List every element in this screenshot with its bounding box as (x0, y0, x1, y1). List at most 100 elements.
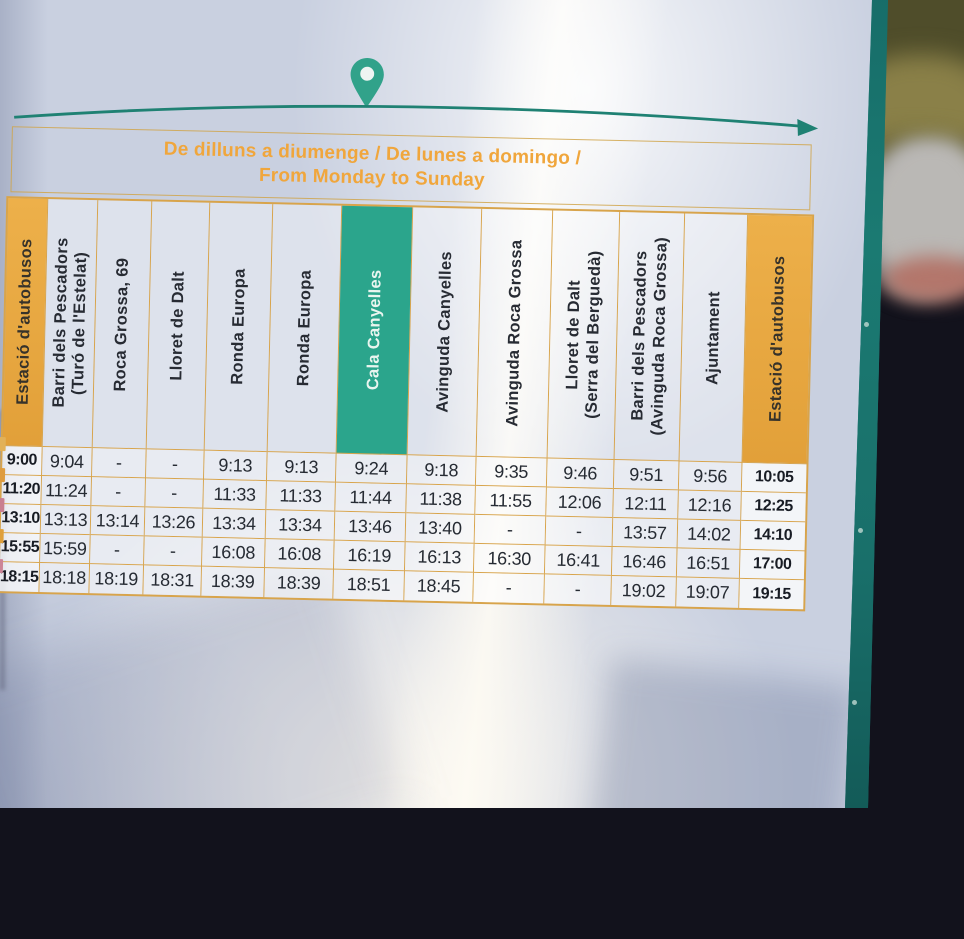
time-cell: 11:20 (1, 475, 42, 505)
screw-dot (852, 700, 857, 705)
time-cell: 16:30 (473, 543, 545, 575)
time-cell: 16:41 (544, 545, 612, 576)
timetable-column: Roca Grossa, 69- -13:14-18:19 (89, 200, 153, 595)
time-cell: - (92, 448, 146, 479)
time-cell: 18:39 (201, 566, 264, 598)
photo-of-bus-timetable-sign: { "sign": { "service_days_line1": "De di… (0, 0, 964, 808)
column-header: Estació d'autobusos (742, 214, 813, 465)
time-cell: 9:46 (546, 458, 614, 489)
time-cell: 13:40 (405, 513, 475, 544)
time-cell: 11:55 (475, 485, 546, 517)
time-cell: 16:51 (676, 548, 740, 579)
column-header-label: Estació d'autobusos (14, 238, 36, 406)
column-header: Avinguda Roca Grossa (476, 208, 553, 459)
time-cell: - (145, 478, 203, 509)
time-cell: 15:55 (0, 533, 40, 563)
time-cell: 12:25 (741, 491, 806, 523)
time-cell: 13:46 (334, 511, 406, 543)
time-cell: 12:16 (678, 490, 741, 521)
person-neck (884, 256, 964, 302)
time-cell: 18:45 (404, 571, 473, 602)
column-header: Ajuntament (679, 213, 748, 463)
time-cell: 16:08 (202, 537, 265, 569)
time-cell: 16:08 (264, 539, 334, 570)
time-cell: 13:34 (202, 508, 266, 540)
time-cell: 9:24 (335, 453, 407, 485)
time-cell: - (91, 477, 145, 508)
timetable-column: Ronda Europa 9:13 11:33 13:34 16:08 18:39 (264, 204, 343, 599)
column-header: Lloret de Dalt (146, 201, 210, 451)
time-cell: - (145, 449, 204, 480)
time-cell: 19:15 (739, 578, 804, 610)
timetable-column: Avinguda Roca Grossa 9:35 11:55-16:30- (473, 208, 554, 604)
time-cell: - (544, 574, 611, 605)
time-cell: 13:10 (0, 504, 41, 534)
time-cell: 16:19 (333, 540, 405, 572)
column-header-label: Barri dels Pescadors (628, 250, 651, 422)
column-header: Barri dels Pescadors (Turó de l'Estelat) (42, 199, 98, 449)
time-cell: 13:13 (40, 504, 91, 536)
column-header-label: Estació d'autobusos (766, 255, 789, 423)
time-cell: 11:33 (203, 479, 266, 511)
timetable: Estació d'autobusos 9:00 11:20 13:10 15:55 18… (0, 196, 815, 612)
timetable-column: Lloret de Dalt - -13:26-18:31 (143, 201, 211, 596)
time-cell: 11:24 (41, 475, 92, 507)
time-cell: 18:15 (0, 562, 40, 592)
time-cell: - (144, 536, 202, 567)
timetable-column: Barri dels Pescadors (Turó de l'Estelat) 9… (39, 199, 99, 594)
column-header: Avinguda Canyelles (407, 207, 482, 457)
timetable-column: Cala Canyelles 9:24 11:44 13:46 16:19 18:51 (333, 205, 414, 601)
time-cell: 18:39 (264, 568, 333, 599)
time-cell: 18:19 (89, 564, 144, 595)
column-header-label: Avinguda Roca Grossa (503, 239, 526, 427)
location-pin-icon (350, 57, 384, 108)
time-cell: 15:59 (40, 533, 90, 565)
column-header: Lloret de Dalt (Serra del Berguedà) (547, 210, 620, 460)
time-cell: - (473, 572, 544, 604)
time-cell: 12:11 (613, 488, 678, 520)
time-cell: 14:10 (740, 520, 806, 552)
time-cell: 9:00 (2, 446, 42, 476)
column-header-label: Avinguda Canyelles (433, 250, 456, 413)
column-header-label: Ronda Europa (228, 268, 249, 386)
time-cell: 14:02 (677, 519, 741, 550)
time-cell: - (90, 535, 144, 566)
route-marker (0, 558, 4, 574)
time-cell: 11:33 (266, 481, 335, 512)
timetable-column: Ajuntament 9:56 12:16 14:02 16:51 19:07 (676, 213, 749, 608)
timetable-column: Barri dels Pescadors (Avinguda Roca Gross… (611, 212, 686, 607)
time-cell: 9:04 (42, 447, 92, 478)
time-cell: 9:13 (266, 452, 336, 483)
column-header: Ronda Europa (267, 204, 342, 454)
screw-dot (858, 528, 863, 533)
time-cell: 19:07 (676, 577, 739, 608)
column-header-sublabel: (Turó de l'Estelat) (68, 251, 91, 396)
time-cell: 13:57 (612, 517, 678, 549)
route-direction-arrow-icon (14, 104, 819, 137)
route-marker (0, 497, 5, 513)
column-header: Roca Grossa, 69 (92, 200, 152, 450)
time-cell: 16:46 (611, 546, 677, 578)
route-marker (0, 528, 4, 543)
time-cell: 13:26 (144, 507, 203, 538)
column-header: Cala Canyelles (336, 205, 413, 456)
column-header: Ronda Europa (204, 202, 273, 453)
column-header-label: Cala Canyelles (363, 269, 385, 391)
row-markers (0, 0, 847, 574)
time-cell: 9:13 (203, 450, 267, 482)
time-cell: 12:06 (546, 487, 613, 518)
time-cell: 18:18 (39, 562, 90, 594)
column-header: Estació d'autobusos (2, 198, 48, 447)
time-cell: 13:14 (90, 506, 145, 537)
column-header-label: Lloret de Dalt (563, 279, 584, 390)
time-cell: 18:31 (143, 565, 202, 596)
route-marker (0, 436, 6, 452)
time-cell: - (545, 516, 613, 547)
time-cell: 19:02 (611, 575, 676, 607)
column-header-sublabel: (Serra del Berguedà) (581, 250, 604, 420)
route-marker (0, 467, 6, 482)
screw-dot (864, 322, 869, 327)
column-header: Barri dels Pescadors (Avinguda Roca Gross… (614, 212, 685, 462)
time-cell: 9:18 (406, 455, 476, 486)
time-cell: 10:05 (741, 462, 807, 494)
